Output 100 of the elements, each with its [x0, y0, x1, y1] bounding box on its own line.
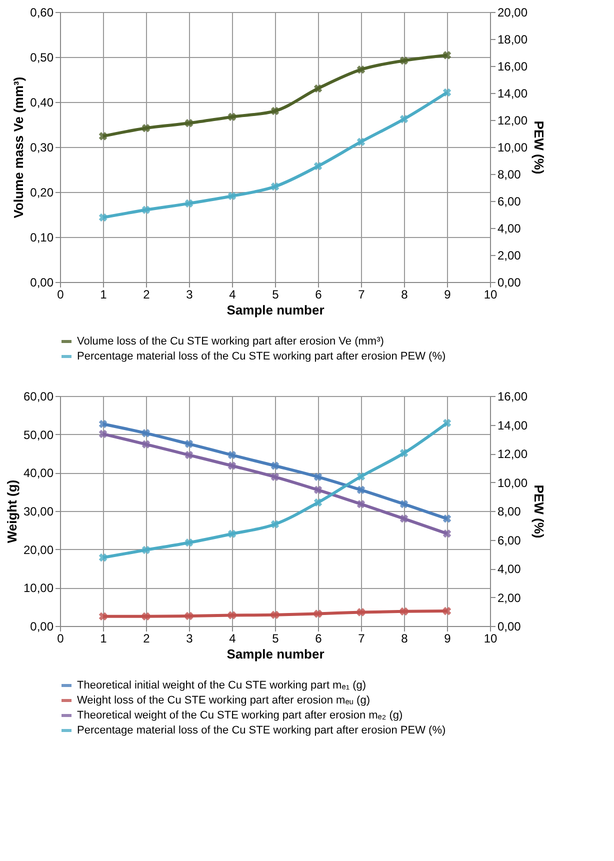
y2-tick-label: 10,00: [498, 476, 528, 490]
point: [98, 430, 108, 438]
point: [356, 500, 366, 508]
y-tick-label: 0,00: [30, 620, 54, 634]
point: [314, 610, 322, 618]
point: [228, 530, 236, 538]
point: [270, 106, 280, 116]
y-tick-label: 50,00: [23, 428, 54, 442]
x-axis-title: Sample number: [226, 646, 324, 662]
x-tick-label: 2: [143, 288, 150, 302]
y-tick-label: 0,50: [30, 50, 54, 64]
y-axis-title: Weight (g): [4, 480, 20, 544]
x-tick-label: 8: [401, 632, 408, 646]
point: [314, 162, 322, 170]
point: [98, 612, 108, 621]
legend-label: Theoretical initial weight of the Cu STE working part mₑ₁ (g): [77, 680, 366, 692]
point: [98, 132, 108, 140]
y-tick-label: 40,00: [23, 466, 54, 480]
x-tick-label: 7: [358, 632, 366, 646]
point: [356, 65, 366, 74]
point: [400, 114, 408, 124]
y2-tick-label: 8,00: [498, 168, 522, 182]
y2-tick-label: 8,00: [498, 504, 522, 518]
y2-tick-label: 16,00: [498, 60, 528, 74]
y2-tick-label: 14,00: [498, 86, 528, 100]
point: [184, 199, 194, 208]
point: [98, 213, 108, 222]
x-tick-label: 4: [229, 288, 236, 302]
y2-tick-label: 16,00: [498, 390, 528, 404]
y2-tick-label: 4,00: [498, 562, 522, 576]
y2-tick-label: 20,00: [498, 6, 528, 20]
point: [442, 529, 452, 538]
y-tick-label: 0,20: [30, 186, 54, 200]
point: [314, 498, 322, 507]
x-tick-label: 8: [401, 288, 408, 302]
x-tick-label: 1: [100, 288, 108, 302]
y2-tick-label: 2,00: [498, 590, 522, 605]
y-tick-label: 0,60: [30, 6, 54, 20]
x-tick-label: 3: [186, 632, 194, 646]
point: [314, 84, 322, 93]
point: [400, 448, 408, 458]
point: [442, 88, 452, 97]
point: [142, 612, 150, 621]
y-tick-label: 10,00: [23, 581, 54, 596]
point: [142, 546, 150, 554]
y2-tick-label: 14,00: [498, 418, 528, 432]
legend-label: Weight loss of the Cu STE working part after erosion mₑᵤ (g): [77, 694, 370, 706]
legend-label: Theoretical weight of the Cu STE working part after erosion mₑ₂ (g): [77, 710, 403, 722]
legend-label: Percentage material loss of the Cu STE working part after erosion PEW (%): [77, 350, 446, 362]
point: [98, 553, 108, 562]
point: [270, 520, 280, 528]
y2-tick-label: 10,00: [498, 140, 528, 154]
x-tick-label: 2: [143, 632, 150, 646]
y-tick-label: 0,00: [30, 276, 54, 290]
point: [356, 472, 366, 481]
y-tick-label: 0,30: [30, 140, 54, 154]
point: [400, 607, 408, 616]
point: [142, 124, 150, 132]
point: [228, 112, 236, 121]
y2-tick-label: 12,00: [498, 447, 528, 461]
x-axis-title: Sample number: [226, 302, 324, 318]
x-tick-label: 6: [315, 632, 322, 646]
y-tick-label: 20,00: [23, 542, 54, 557]
point: [184, 612, 194, 620]
x-tick-label: 9: [444, 632, 452, 646]
point: [400, 514, 408, 523]
point: [228, 192, 236, 200]
y2-tick-label: 12,00: [498, 114, 528, 128]
point: [356, 138, 366, 146]
x-tick-label: 0: [57, 288, 64, 302]
point: [270, 472, 280, 482]
x-tick-label: 10: [484, 288, 498, 302]
x-tick-label: 10: [484, 632, 498, 646]
y-tick-label: 0,40: [30, 96, 54, 110]
point: [270, 610, 280, 620]
point: [270, 462, 280, 470]
y-tick-label: 30,00: [23, 504, 54, 518]
point: [142, 429, 150, 438]
legend-label: Volume loss of the Cu STE working part after erosion Ve (mm³): [77, 336, 384, 348]
x-tick-label: 6: [315, 288, 322, 302]
y-tick-label: 0,10: [30, 230, 54, 244]
point: [184, 450, 194, 460]
point: [442, 606, 452, 616]
y2-tick-label: 6,00: [498, 533, 522, 548]
x-tick-label: 9: [444, 288, 452, 302]
point: [314, 486, 322, 494]
point: [184, 119, 194, 128]
x-tick-label: 5: [272, 288, 280, 302]
point: [228, 450, 236, 460]
point: [356, 486, 366, 494]
y2-axis-title: PEW (%): [532, 484, 547, 538]
point: [270, 182, 280, 191]
point: [442, 51, 452, 60]
point: [400, 56, 408, 65]
legend-label: Percentage material loss of the Cu STE working part after erosion PEW (%): [77, 724, 446, 736]
x-tick-label: 0: [57, 632, 64, 646]
y2-axis-title: PEW (%): [532, 120, 547, 174]
point: [228, 611, 236, 620]
point: [142, 440, 150, 448]
y2-tick-label: 0,00: [498, 620, 522, 634]
